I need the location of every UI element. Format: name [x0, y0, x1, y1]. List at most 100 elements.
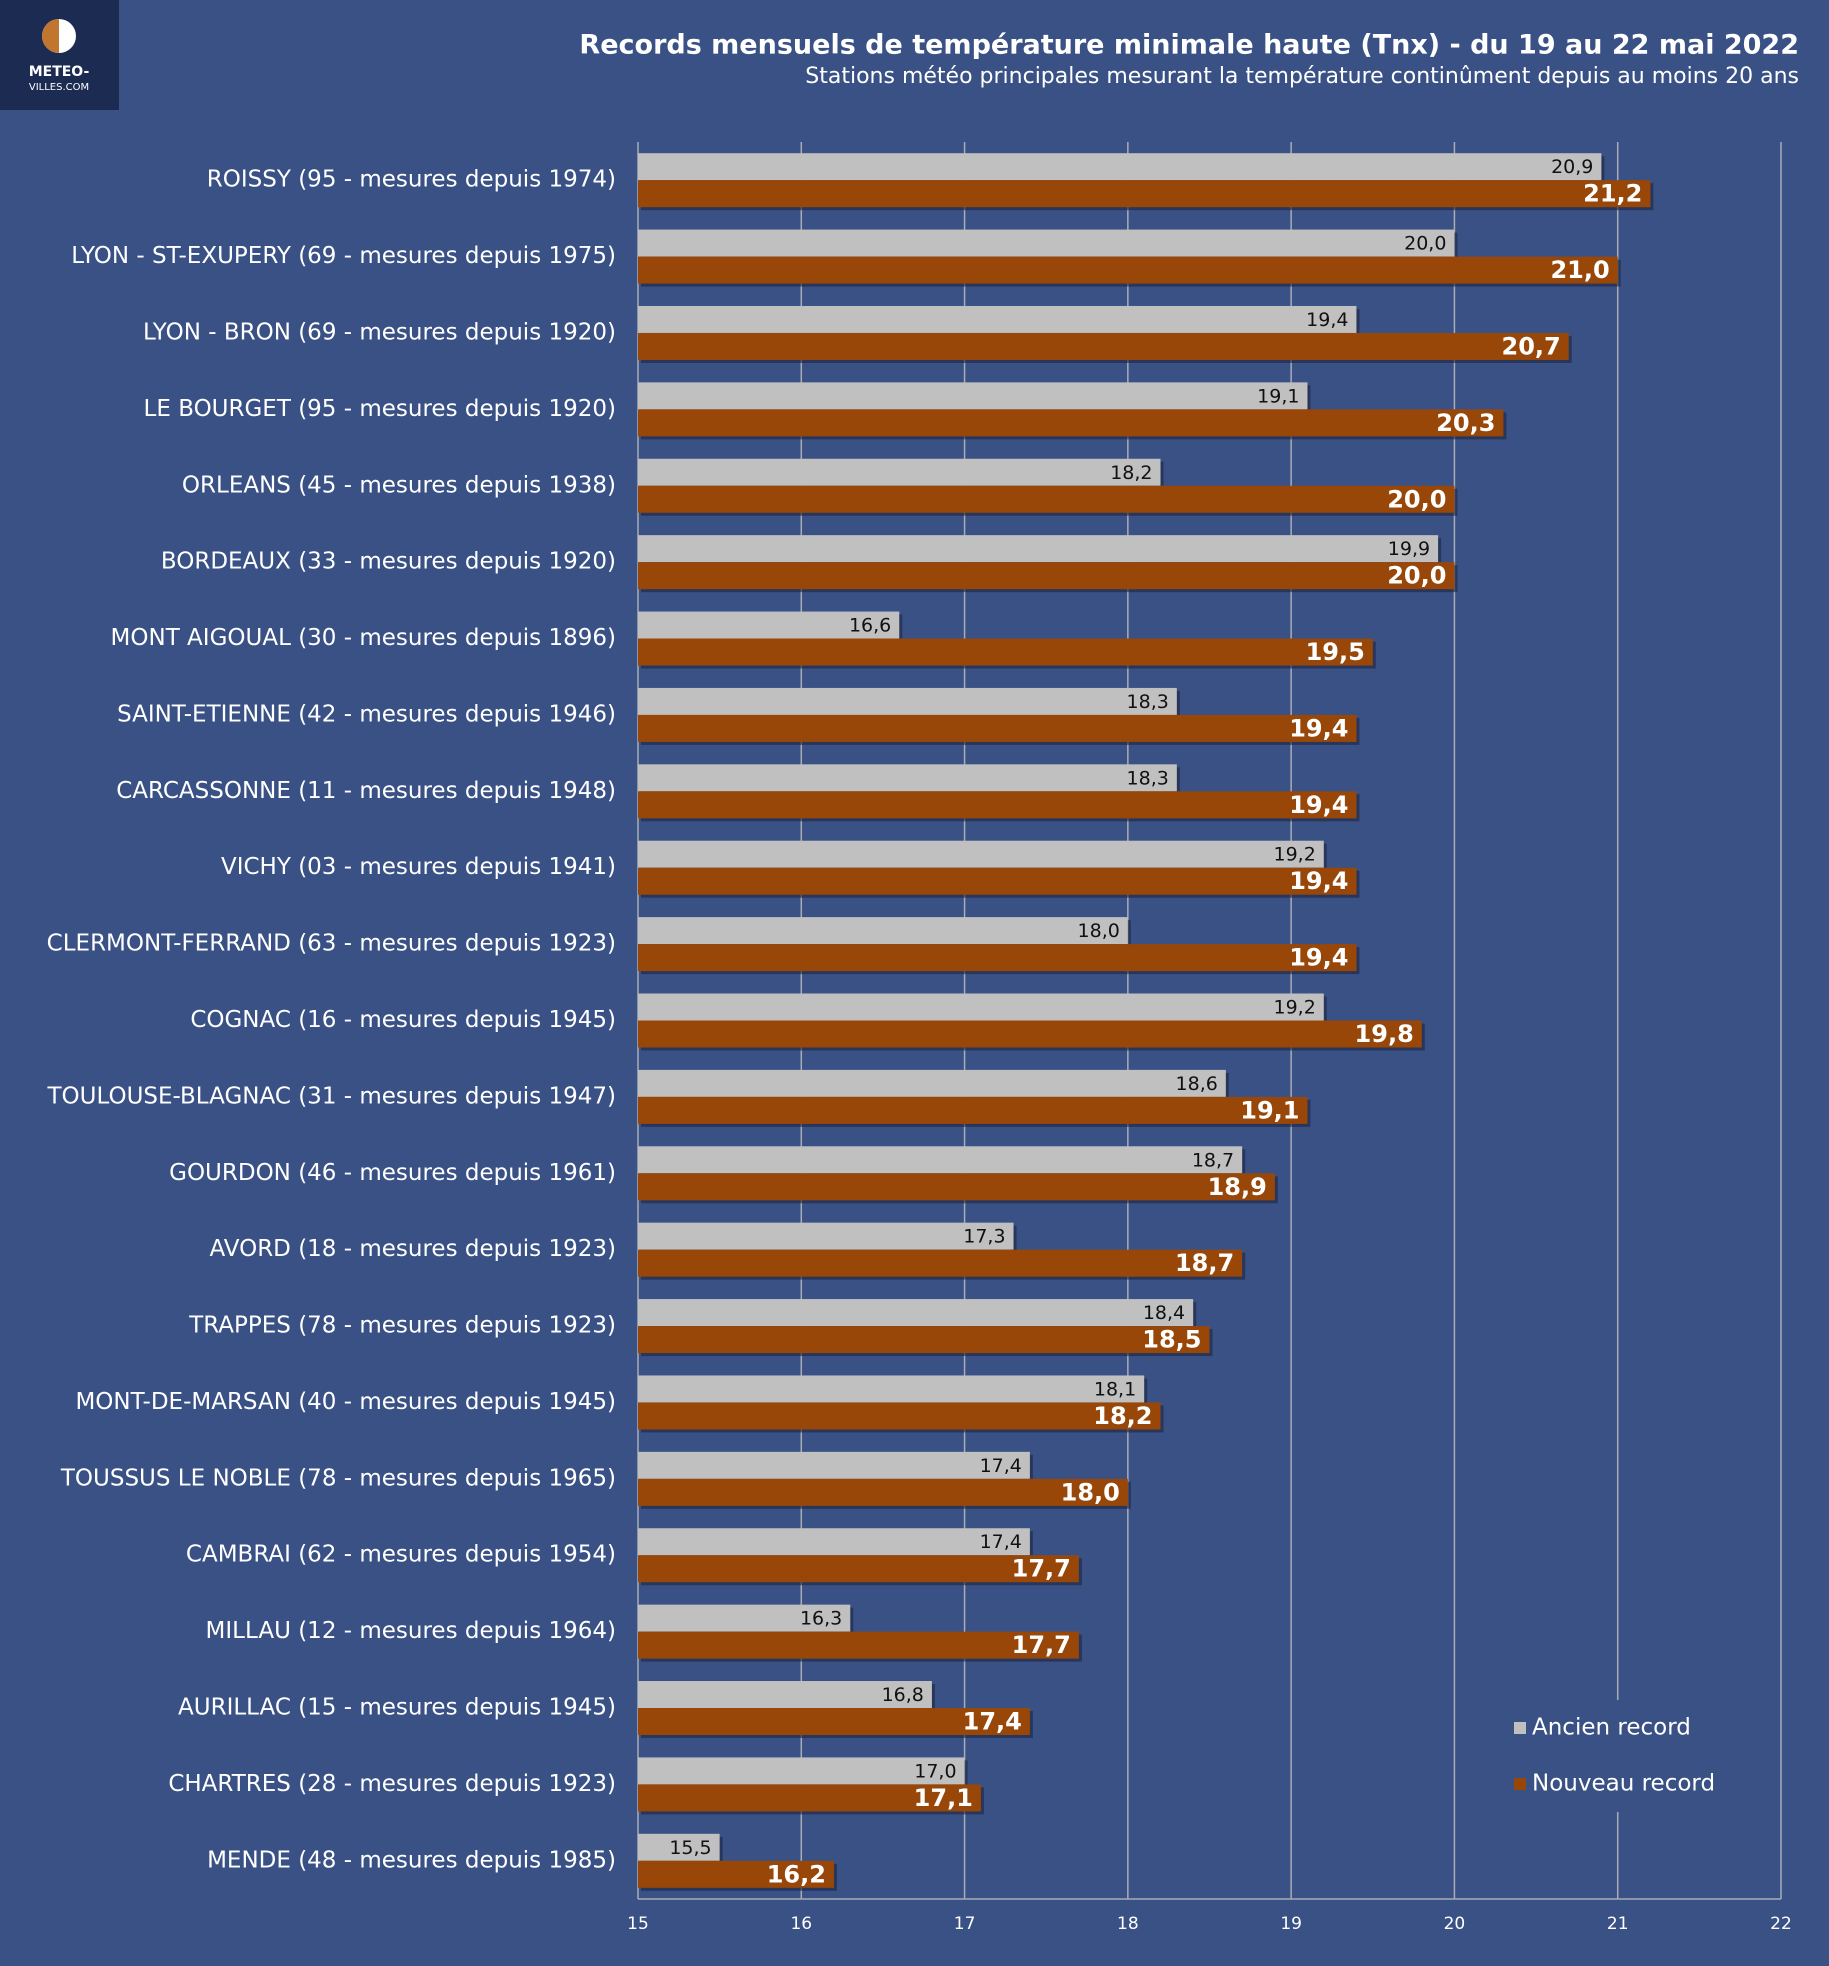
legend-label: Ancien record [1532, 1715, 1691, 1741]
value-label: 21,2 [1583, 180, 1642, 208]
value-label: 19,1 [1240, 1096, 1299, 1124]
bar [638, 611, 900, 639]
y-tick-label: CARCASSONNE (11 - mesures depuis 1948) [116, 778, 616, 804]
bar [638, 1375, 1145, 1403]
value-label: 18,3 [1127, 691, 1169, 713]
value-label: 16,3 [800, 1608, 842, 1630]
y-tick-label: TOULOUSE-BLAGNAC (31 - mesures depuis 19… [47, 1083, 617, 1109]
bar [638, 1069, 1226, 1097]
bar [638, 993, 1324, 1021]
y-tick-label: MENDE (48 - mesures depuis 1985) [207, 1847, 616, 1873]
y-tick-label: GOURDON (46 - mesures depuis 1961) [169, 1160, 616, 1186]
y-tick-label: BORDEAUX (33 - mesures depuis 1920) [161, 549, 616, 575]
x-tick-label: 15 [627, 1914, 649, 1934]
value-label: 19,4 [1306, 309, 1348, 331]
bar [638, 1631, 1079, 1659]
value-label: 17,4 [980, 1455, 1022, 1477]
y-tick-label: MILLAU (12 - mesures depuis 1964) [206, 1618, 616, 1644]
y-tick-label: SAINT-ETIENNE (42 - mesures depuis 1946) [117, 701, 616, 727]
value-label: 19,9 [1388, 538, 1430, 560]
chart-title: Records mensuels de température minimale… [579, 30, 1799, 61]
value-label: 19,8 [1355, 1020, 1414, 1048]
bar [638, 382, 1308, 410]
value-label: 20,7 [1502, 332, 1561, 360]
value-label: 19,1 [1257, 385, 1299, 407]
y-tick-label: ROISSY (95 - mesures depuis 1974) [207, 167, 616, 193]
bar [638, 229, 1455, 257]
bar [638, 180, 1651, 208]
value-label: 16,8 [882, 1684, 924, 1706]
bar [638, 1173, 1275, 1201]
bar [638, 409, 1504, 437]
y-tick-label: AURILLAC (15 - mesures depuis 1945) [178, 1695, 616, 1721]
bar [638, 1708, 1030, 1736]
value-label: 20,0 [1387, 485, 1446, 513]
bar [638, 840, 1324, 868]
logo-text: METEO- [29, 64, 90, 80]
bar [638, 535, 1439, 563]
value-label: 17,3 [963, 1226, 1005, 1248]
value-label: 18,5 [1142, 1326, 1201, 1354]
bar [638, 1860, 834, 1888]
value-label: 19,5 [1306, 638, 1365, 666]
bar [638, 1020, 1422, 1048]
value-label: 18,2 [1110, 462, 1152, 484]
value-label: 19,2 [1273, 997, 1315, 1019]
bar [638, 714, 1357, 742]
y-tick-label: MONT-DE-MARSAN (40 - mesures depuis 1945… [75, 1389, 616, 1415]
bar [638, 1833, 720, 1861]
y-tick-label: CLERMONT-FERRAND (63 - mesures depuis 19… [47, 931, 616, 957]
legend-label: Nouveau record [1532, 1771, 1715, 1797]
bar [638, 867, 1357, 895]
bar [638, 1478, 1128, 1506]
y-tick-label: LYON - ST-EXUPERY (69 - mesures depuis 1… [71, 243, 616, 269]
bar [638, 256, 1618, 284]
value-label: 19,2 [1273, 844, 1315, 866]
value-label: 16,6 [849, 615, 891, 637]
value-label: 18,6 [1176, 1073, 1218, 1095]
value-label: 18,0 [1061, 1478, 1120, 1506]
bar [638, 944, 1357, 972]
bar [638, 1096, 1308, 1124]
bar [638, 1757, 965, 1785]
bar [638, 1222, 1014, 1250]
value-label: 17,4 [980, 1531, 1022, 1553]
bar [638, 1784, 981, 1812]
value-label: 18,2 [1093, 1402, 1152, 1430]
bar [638, 917, 1128, 945]
y-tick-label: CAMBRAI (62 - mesures depuis 1954) [186, 1542, 616, 1568]
y-tick-label: TOUSSUS LE NOBLE (78 - mesures depuis 19… [60, 1465, 616, 1491]
bar [638, 687, 1177, 715]
bar [638, 458, 1161, 486]
x-tick-label: 17 [954, 1914, 976, 1934]
value-label: 19,4 [1289, 714, 1348, 742]
logo-icon-half [42, 19, 59, 53]
value-label: 19,4 [1289, 867, 1348, 895]
value-label: 18,1 [1094, 1378, 1136, 1400]
x-tick-label: 16 [790, 1914, 812, 1934]
y-tick-label: LYON - BRON (69 - mesures depuis 1920) [143, 319, 616, 345]
value-label: 21,0 [1550, 256, 1609, 284]
logo-box [0, 0, 119, 110]
y-tick-label: CHARTRES (28 - mesures depuis 1923) [168, 1771, 616, 1797]
bar [638, 1146, 1243, 1174]
bar [638, 1402, 1161, 1430]
value-label: 17,4 [963, 1708, 1022, 1736]
value-label: 17,0 [914, 1760, 956, 1782]
value-label: 17,7 [1012, 1631, 1071, 1659]
y-tick-label: AVORD (18 - mesures depuis 1923) [210, 1236, 617, 1262]
legend-box [1500, 1700, 1740, 1812]
bar [638, 1451, 1030, 1479]
bar [638, 562, 1455, 590]
bar [638, 1555, 1079, 1583]
bar [638, 764, 1177, 792]
bar [638, 485, 1455, 513]
bar [638, 1604, 851, 1632]
value-label: 19,4 [1289, 791, 1348, 819]
bar [638, 638, 1373, 666]
bar [638, 332, 1569, 360]
bar [638, 153, 1602, 181]
